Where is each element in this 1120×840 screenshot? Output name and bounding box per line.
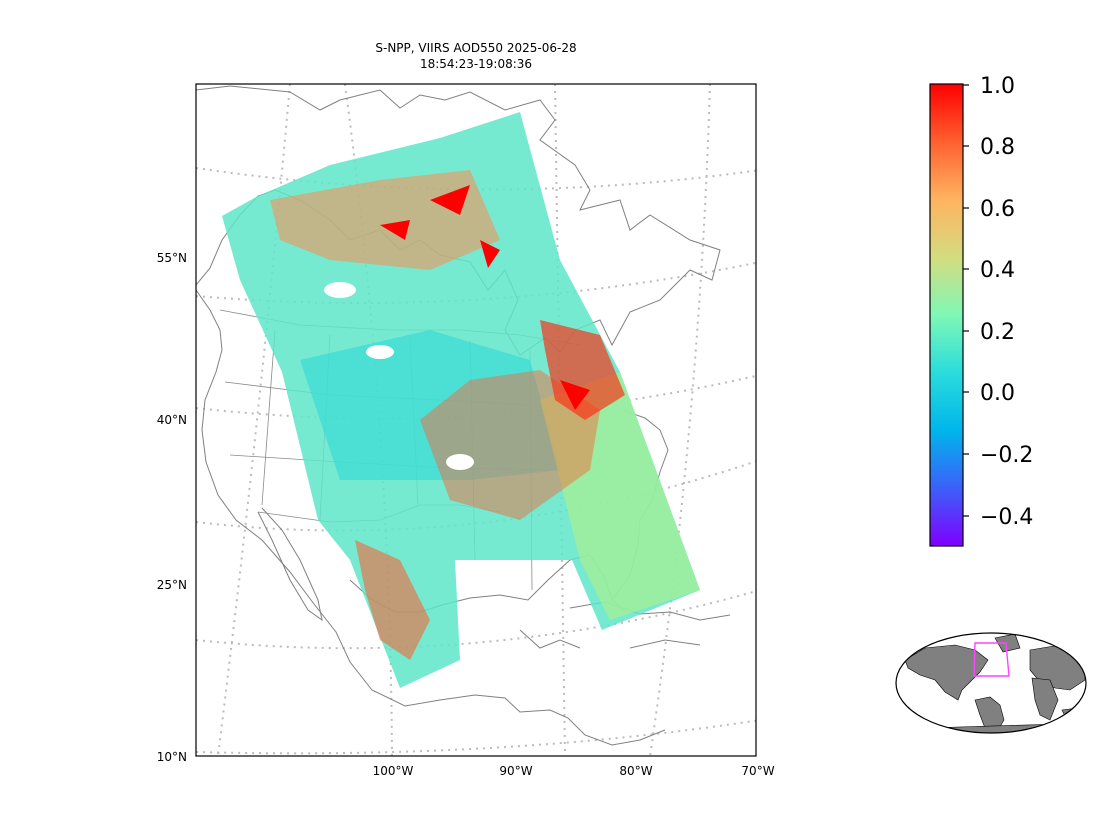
swath-hotspot-2: [380, 220, 410, 240]
swath-atlantic-region: [540, 372, 700, 620]
graticule-parallel-10n: [196, 719, 756, 755]
coastline-caribbean: [629, 639, 701, 649]
lat-label-55n: 55°N: [157, 251, 187, 265]
graticule-meridian-80w: [649, 84, 711, 756]
lon-label-90w: 90°W: [499, 764, 532, 778]
colorbar-label-0-6: 0.6: [980, 197, 1015, 222]
map-title-line-2: 18:54:23-19:08:36: [420, 57, 532, 71]
swath-high-aod-canada: [270, 170, 500, 270]
swath-high-aod-mexico: [355, 540, 430, 660]
inset-land-north-america: [904, 644, 989, 701]
colorbar-ticks: [963, 84, 969, 517]
coastline-baja: [257, 507, 323, 622]
state-border-col-1: [261, 329, 276, 506]
swath-very-high-aod: [540, 320, 625, 420]
main-map: 55°N 40°N 25°N 10°N 100°W 90°W 80°W 70°W: [157, 83, 775, 778]
colorbar-label-1-0: 1.0: [980, 74, 1015, 99]
swath-low-aod-region: [300, 330, 560, 480]
map-frame: [195, 83, 757, 757]
coastline-yucatan: [519, 629, 581, 649]
colorbar-label-0-2: 0.2: [980, 320, 1015, 345]
inset-land-africa: [1031, 677, 1059, 721]
lon-label-70w: 70°W: [741, 764, 774, 778]
colorbar-gradient: [929, 83, 964, 547]
coastline-pacific-west: [196, 289, 666, 746]
lon-label-80w: 80°W: [619, 764, 652, 778]
colorbar-label-0-0: 0.0: [980, 381, 1015, 406]
lat-label-10n: 10°N: [157, 750, 187, 764]
swath-hotspot-4: [560, 380, 590, 410]
map-title-line-1: S-NPP, VIIRS AOD550 2025-06-28: [375, 41, 576, 55]
inset-region-box: [973, 642, 1010, 677]
colorbar-label-0-8: 0.8: [980, 135, 1015, 160]
swath-gap-2: [366, 345, 394, 359]
swath-hotspot-3: [480, 240, 500, 268]
colorbar-label-neg-0-4: −0.4: [980, 505, 1033, 530]
inset-globe-outline: [895, 632, 1087, 734]
colorbar: 1.0 0.8 0.6 0.4 0.2 0.0 −0.2 −0.4: [929, 74, 1033, 547]
inset-land-antarctica: [924, 723, 1061, 733]
colorbar-label-neg-0-2: −0.2: [980, 443, 1033, 468]
inset-land-greenland: [994, 633, 1021, 653]
swath-gap-1: [446, 454, 474, 470]
inset-globe-map: [895, 632, 1087, 734]
graticule-parallel-30n: [196, 460, 756, 532]
aod-swath: [222, 112, 700, 688]
colorbar-label-0-4: 0.4: [980, 258, 1015, 283]
lat-label-25n: 25°N: [157, 578, 187, 592]
lon-label-100w: 100°W: [373, 764, 414, 778]
graticule-meridian-110w: [217, 84, 291, 756]
swath-high-aod-east: [420, 370, 600, 520]
swath-gap-3: [324, 282, 356, 298]
lat-label-40n: 40°N: [157, 413, 187, 427]
swath-hotspot-1: [430, 185, 470, 215]
